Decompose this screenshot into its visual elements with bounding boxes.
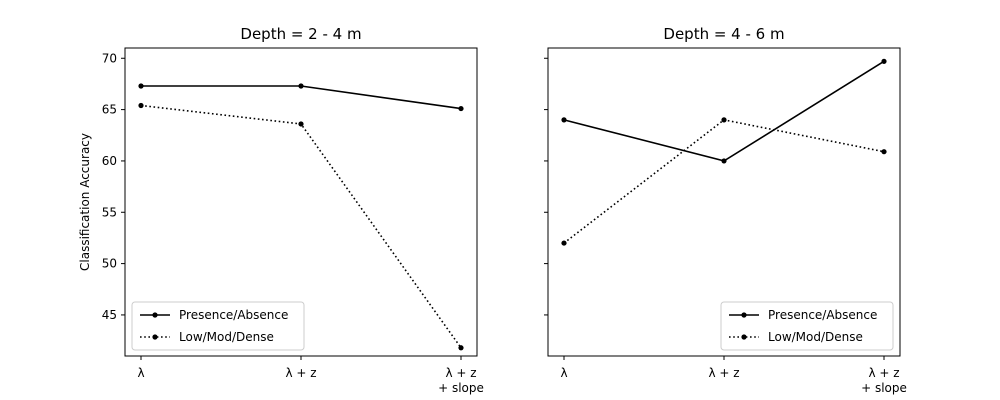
y-axis-label: Classification Accuracy: [78, 133, 92, 271]
data-point: [458, 105, 464, 112]
data-point: [458, 345, 464, 351]
legend-label: Presence/Absence: [768, 308, 877, 322]
panel-title: Depth = 2 - 4 m: [240, 25, 361, 43]
series-line-presence-absence: [141, 85, 462, 110]
legend-label: Presence/Absence: [179, 308, 288, 322]
y-tick-label: 50: [102, 257, 117, 271]
y-tick-label: 70: [102, 51, 117, 65]
data-point: [721, 158, 727, 164]
legend-label: Low/Mod/Dense: [768, 330, 863, 344]
data-point: [298, 121, 304, 127]
data-point: [561, 117, 567, 123]
y-tick-label: 55: [102, 205, 117, 219]
x-tick-label: λ + z: [445, 366, 476, 380]
x-tick-label: λ + z: [868, 366, 899, 380]
legend: Presence/Absence Low/Mod/Dense: [131, 301, 305, 351]
x-tick-label: λ: [560, 366, 567, 380]
data-point: [138, 83, 144, 89]
x-tick-label: + slope: [861, 381, 907, 395]
legend-marker: [741, 334, 747, 340]
data-point: [298, 83, 304, 89]
x-tick-label: λ + z: [285, 366, 316, 380]
legend: Presence/Absence Low/Mod/Dense: [720, 301, 894, 351]
data-point: [881, 149, 887, 155]
x-tick-label: + slope: [438, 381, 484, 395]
legend-box: [131, 301, 305, 351]
series-line-low-mod-dense: [563, 119, 885, 244]
y-tick-label: 45: [102, 308, 117, 322]
data-point: [138, 102, 144, 109]
y-tick-label: 60: [102, 154, 117, 168]
series-line-presence-absence: [563, 60, 885, 162]
legend-marker: [152, 312, 158, 318]
x-tick-label: λ + z: [708, 366, 739, 380]
legend-marker: [741, 312, 747, 318]
x-tick-label: λ: [137, 366, 144, 380]
legend-label: Low/Mod/Dense: [179, 330, 274, 344]
data-point: [561, 240, 567, 246]
data-point: [881, 58, 887, 64]
panel-title: Depth = 4 - 6 m: [663, 25, 784, 43]
data-point: [721, 117, 727, 123]
y-tick-label: 65: [102, 103, 117, 117]
legend-box: [720, 301, 894, 351]
legend-marker: [152, 334, 158, 340]
